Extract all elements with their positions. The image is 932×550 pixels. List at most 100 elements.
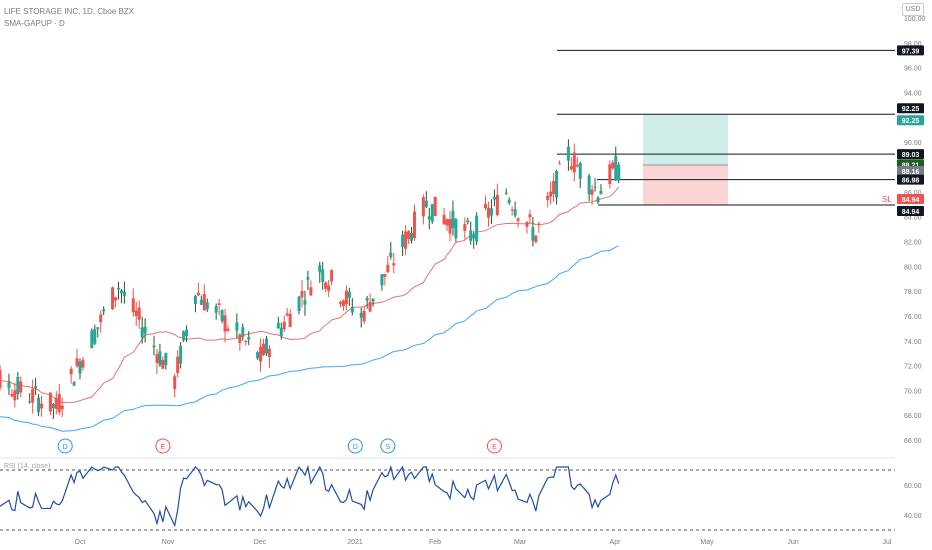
candle-body	[214, 306, 218, 313]
candle-body	[472, 234, 476, 239]
time-tick-label: Dec	[254, 539, 267, 546]
candle-body	[182, 331, 186, 341]
candle-body	[599, 190, 603, 195]
price-tag-bg	[897, 45, 924, 56]
symbol-title[interactable]: LIFE STORAGE INC, 1D, Cboe BZX	[4, 7, 135, 16]
price-tag: 92.25	[897, 115, 924, 126]
candle-body	[279, 327, 283, 337]
candle-body	[371, 298, 375, 302]
candle-body	[122, 291, 126, 297]
candle-body	[226, 328, 230, 331]
event-marker[interactable]: D	[347, 438, 363, 454]
candle-body	[152, 345, 156, 348]
candle-body	[164, 353, 168, 366]
price-tick-label: 82.00	[904, 239, 922, 246]
candle-body	[350, 306, 354, 313]
candle-body	[516, 218, 520, 221]
candle-body	[309, 287, 313, 296]
candle-body	[513, 209, 517, 216]
candle-body	[262, 343, 266, 356]
candle-body	[264, 338, 268, 354]
candle-body	[575, 164, 579, 167]
candle-body	[421, 197, 425, 217]
price-tag-bg	[897, 115, 924, 126]
candle-body	[569, 166, 573, 170]
currency-badge[interactable]: USD	[902, 3, 924, 16]
candle-body	[205, 302, 209, 310]
price-tag-text: 86.98	[902, 178, 920, 185]
candle-body	[179, 345, 183, 364]
candle-body	[303, 300, 307, 305]
candle-body	[386, 264, 390, 273]
candle-body	[134, 310, 138, 317]
candle-body	[75, 358, 79, 367]
candle-body	[285, 313, 289, 316]
candle-body	[383, 273, 387, 277]
candle-body	[492, 197, 496, 200]
candle-body	[463, 224, 467, 231]
candle-body	[238, 334, 242, 343]
candle-body	[318, 265, 322, 273]
price-tick-label: 72.00	[904, 364, 922, 371]
price-tick-label: 84.00	[904, 215, 922, 222]
candle-body	[81, 359, 85, 368]
event-marker[interactable]: D	[57, 438, 73, 454]
time-axis[interactable]: Oct Nov Dec 2021 Feb Mar Apr May Jun Jul	[75, 539, 892, 546]
candle-body	[611, 162, 615, 169]
rsi-pane	[0, 464, 895, 531]
candle-body	[555, 170, 559, 198]
candle-body	[119, 290, 123, 294]
event-marker[interactable]: E	[486, 438, 502, 454]
price-tick-label: 74.00	[904, 339, 922, 346]
price-tag: 84.94	[897, 205, 924, 216]
event-marker[interactable]: S	[380, 438, 396, 454]
candle-body	[19, 381, 23, 393]
candle-body	[40, 403, 44, 409]
candle-body	[111, 287, 115, 310]
candle-body	[534, 235, 538, 243]
candle-body	[247, 337, 251, 340]
candle-body	[223, 315, 227, 332]
price-tick-label: 80.00	[904, 264, 922, 271]
candle-body	[220, 310, 224, 321]
candle-body	[430, 204, 434, 222]
horizontal-levels[interactable]	[557, 49, 895, 206]
event-marker-letter: D	[63, 444, 68, 451]
candle-body	[60, 405, 64, 410]
candle-body	[324, 282, 328, 289]
price-tag-text: 84.94	[902, 197, 920, 204]
candle-body	[28, 401, 32, 403]
candle-body	[410, 232, 414, 241]
candle-body	[54, 397, 58, 409]
candle-body	[451, 210, 455, 229]
candle-body	[78, 361, 82, 374]
candle-body	[525, 221, 529, 227]
candle-body	[176, 356, 180, 374]
candle-body	[259, 346, 263, 362]
candle-body	[297, 296, 301, 311]
candle-body	[614, 155, 618, 181]
long-position-tool[interactable]	[643, 114, 728, 205]
price-tag-text: 88.16	[902, 169, 920, 176]
candle-body	[404, 231, 408, 249]
candle-body	[587, 176, 591, 195]
sma-red-line	[0, 186, 620, 404]
candle-body	[552, 181, 556, 195]
candle-body	[102, 309, 106, 312]
candle-body	[217, 303, 221, 305]
candle-body	[380, 274, 384, 286]
candle-body	[365, 298, 369, 301]
price-tick-label: 98.00	[904, 41, 922, 48]
event-marker[interactable]: E	[155, 438, 171, 454]
price-axis[interactable]: 100.0098.0096.0094.0092.0090.0088.0086.0…	[904, 16, 926, 520]
candle-body	[507, 199, 511, 203]
time-tick-label: Jul	[883, 539, 892, 546]
price-tag-bg	[897, 174, 924, 185]
event-marker-letter: E	[161, 444, 166, 451]
indicator-title[interactable]: SMA-GAPUP · D	[4, 19, 65, 28]
candle-body	[469, 230, 473, 241]
candle-body	[341, 300, 345, 307]
